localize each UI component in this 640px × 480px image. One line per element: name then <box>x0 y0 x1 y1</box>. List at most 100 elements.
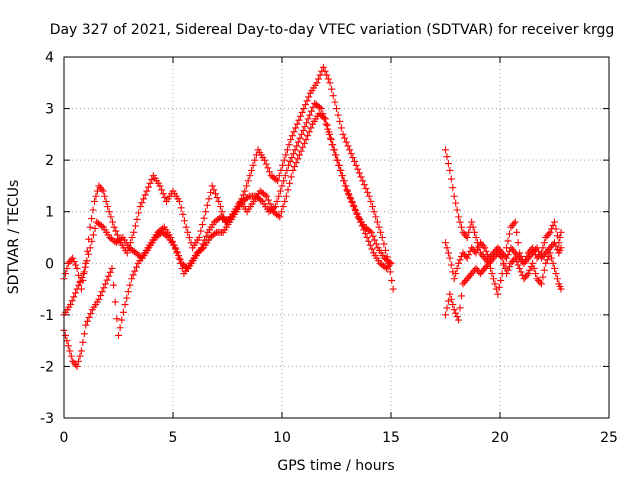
y-tick-label: -2 <box>40 359 54 375</box>
data-point <box>455 259 463 267</box>
data-point <box>457 292 465 300</box>
data-point <box>443 304 451 312</box>
data-point <box>533 275 541 283</box>
data-point <box>247 166 255 174</box>
data-point <box>468 244 476 252</box>
data-point <box>532 246 540 254</box>
data-point <box>386 268 394 276</box>
data-point <box>545 246 553 254</box>
data-point <box>507 223 515 231</box>
data-point <box>526 252 534 260</box>
data-point <box>455 316 463 324</box>
data-point <box>505 263 513 271</box>
data-point <box>510 256 518 264</box>
y-tick-label: 3 <box>45 102 54 118</box>
data-point <box>535 247 543 255</box>
data-point <box>184 228 192 236</box>
data-point <box>533 244 541 252</box>
data-point <box>552 242 560 250</box>
data-point <box>290 128 298 136</box>
data-point <box>460 278 468 286</box>
data-point <box>101 192 109 200</box>
data-point <box>281 197 289 205</box>
data-point <box>324 75 332 83</box>
data-point <box>95 182 103 190</box>
data-point <box>316 71 324 79</box>
data-point <box>287 136 295 144</box>
x-axis-label: GPS time / hours <box>277 458 394 474</box>
data-point <box>333 105 340 113</box>
data-point <box>327 134 335 142</box>
data-point <box>442 311 449 319</box>
data-point <box>272 175 280 183</box>
data-point <box>523 256 531 264</box>
data-point <box>481 264 489 272</box>
data-point <box>210 186 218 194</box>
data-point <box>369 232 377 240</box>
data-point <box>521 273 529 281</box>
data-point <box>71 289 79 297</box>
data-point <box>366 227 374 235</box>
data-point <box>551 218 558 226</box>
data-point <box>85 250 93 258</box>
data-point <box>108 264 116 272</box>
data-point <box>85 313 93 321</box>
series-track-c <box>60 110 395 319</box>
data-point <box>76 277 84 285</box>
data-point <box>540 251 548 259</box>
data-point <box>537 254 545 262</box>
data-point <box>514 261 522 269</box>
data-point <box>484 261 492 269</box>
data-point <box>143 187 151 195</box>
data-point <box>109 218 117 226</box>
data-point <box>523 271 531 279</box>
data-point <box>117 235 125 243</box>
data-point <box>124 288 132 296</box>
data-point <box>529 249 537 257</box>
data-point <box>552 270 560 278</box>
data-point <box>102 197 110 205</box>
chart-title: Day 327 of 2021, Sidereal Day-to-day VTE… <box>50 22 615 38</box>
data-point <box>452 270 460 278</box>
data-point <box>552 225 560 233</box>
data-point <box>80 330 88 338</box>
data-point <box>279 161 287 169</box>
data-point <box>476 239 484 247</box>
data-point <box>344 142 352 150</box>
data-point <box>98 288 106 296</box>
data-point <box>293 142 301 150</box>
data-point <box>300 139 308 147</box>
data-point <box>507 244 515 252</box>
data-point <box>491 280 499 288</box>
data-point <box>482 263 490 271</box>
data-point <box>384 263 392 271</box>
data-point <box>479 252 487 260</box>
data-point <box>457 223 465 231</box>
data-point <box>540 266 548 274</box>
data-point <box>349 201 357 209</box>
data-point <box>472 249 480 257</box>
data-point <box>66 347 74 355</box>
data-point <box>497 276 505 284</box>
data-point <box>453 264 461 272</box>
data-point <box>375 223 383 231</box>
data-point <box>553 275 561 283</box>
data-point <box>447 261 455 269</box>
data-point <box>128 234 136 241</box>
data-point <box>443 244 451 252</box>
data-point <box>513 228 521 236</box>
data-point <box>331 151 339 159</box>
data-point <box>282 192 290 200</box>
data-point <box>81 263 89 271</box>
data-point <box>203 201 211 209</box>
data-point <box>367 228 375 236</box>
data-point <box>516 254 524 262</box>
data-point <box>80 270 88 278</box>
data-point <box>201 236 209 244</box>
data-point <box>182 223 190 231</box>
data-point <box>549 240 557 248</box>
data-point <box>64 342 72 350</box>
data-point <box>99 187 107 195</box>
data-point <box>471 247 479 255</box>
